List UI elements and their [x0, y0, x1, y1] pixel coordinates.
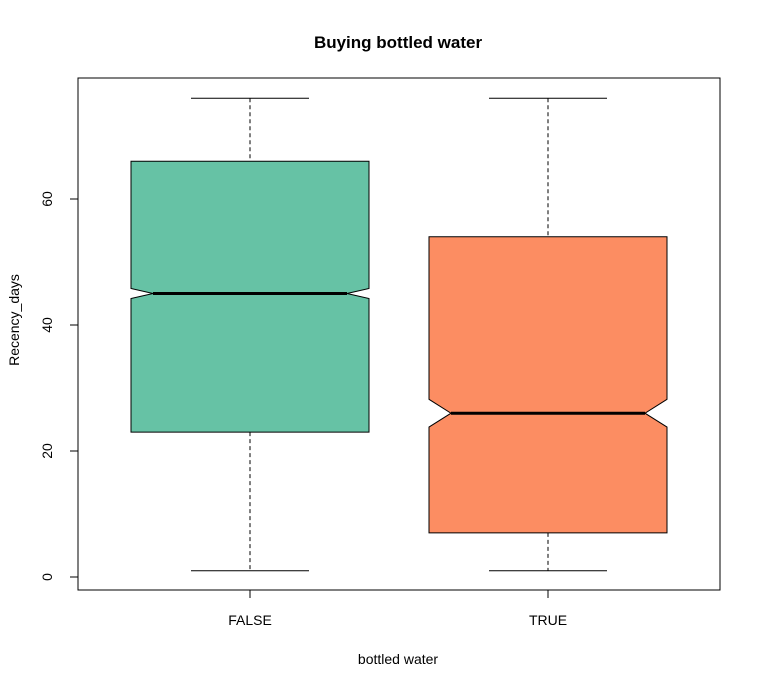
box-true	[428, 236, 668, 534]
y-tick-label: 40	[39, 317, 55, 333]
boxes-layer	[130, 97, 668, 572]
x-tick-label: FALSE	[228, 612, 272, 628]
x-axis-label: bottled water	[358, 651, 438, 667]
x-axis: FALSE TRUE	[228, 589, 567, 628]
box-false	[130, 160, 370, 433]
y-tick-label: 60	[39, 191, 55, 207]
y-axis-label: Recency_days	[6, 274, 22, 366]
y-tick-label: 0	[39, 573, 55, 581]
chart-title: Buying bottled water	[314, 33, 483, 52]
x-tick-label: TRUE	[529, 612, 567, 628]
y-tick-label: 20	[39, 443, 55, 459]
y-axis: 0 20 40 60	[39, 191, 79, 581]
